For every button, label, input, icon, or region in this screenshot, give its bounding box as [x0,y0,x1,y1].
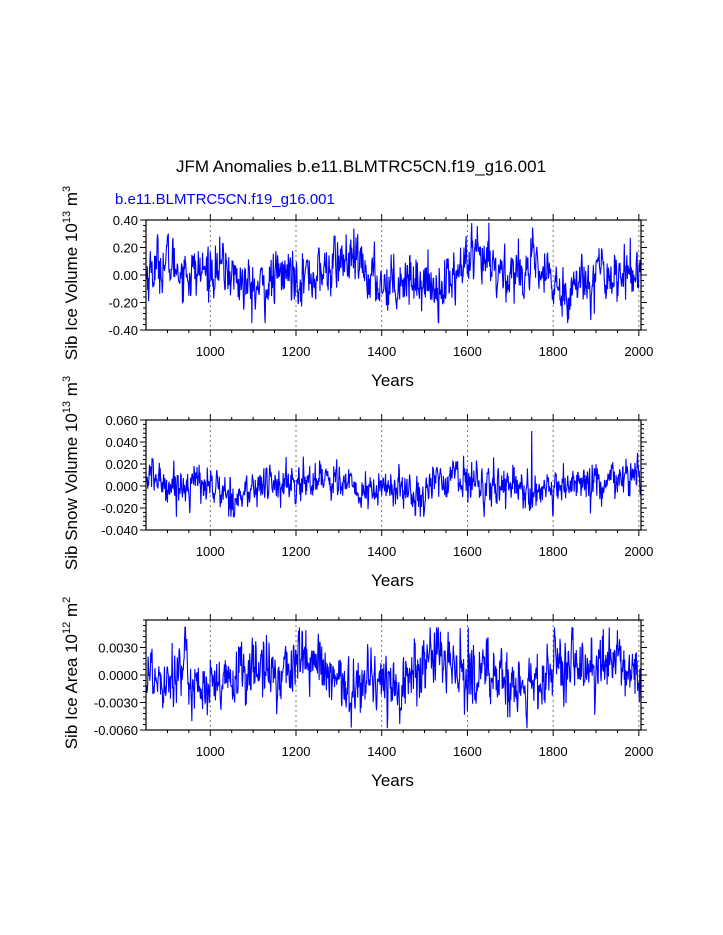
x-tick-label: 1200 [282,544,311,559]
y-title-exponent: 13 [61,401,73,413]
y-title-unit-exponent: 3 [61,376,73,382]
y-axis-title: Sib Ice Volume 1013 m3 [61,186,81,360]
plot-frame [145,419,642,531]
x-tick-label: 1200 [282,744,311,759]
x-tick-label: 1600 [453,744,482,759]
x-tick-label: 1800 [539,344,568,359]
x-tick-label: 1400 [367,344,396,359]
y-title-main: Sib Ice Volume 10 [62,223,81,360]
y-title-main: Sib Snow Volume 10 [62,413,81,570]
x-tick-label: 1000 [196,744,225,759]
x-axis-title: Years [371,371,414,390]
series-line [146,222,641,324]
x-tick-label: 1400 [367,544,396,559]
y-tick-label: -0.20 [108,296,138,311]
y-title-unit-exponent: 2 [61,597,73,603]
y-axis-title: Sib Ice Area 1012 m2 [61,597,81,750]
y-tick-label: -0.0030 [94,696,138,711]
x-tick-label: 1400 [367,744,396,759]
x-tick-label: 1600 [453,544,482,559]
y-tick-label: 0.060 [105,413,138,428]
x-tick-label: 1200 [282,344,311,359]
series-line [146,430,641,518]
chart-title: JFM Anomalies b.e11.BLMTRC5CN.f19_g16.00… [176,157,546,176]
y-tick-label: 0.0000 [98,668,138,683]
y-tick-label: 0.040 [105,435,138,450]
x-tick-label: 2000 [624,544,653,559]
y-title-exponent: 13 [61,211,73,223]
x-tick-label: 1800 [539,544,568,559]
y-title-unit: m [62,192,81,211]
x-axis-title: Years [371,771,414,790]
y-tick-label: -0.40 [108,323,138,338]
y-title-unit: m [62,603,81,622]
y-tick-label: 0.020 [105,457,138,472]
y-title-unit: m [62,382,81,401]
panel-2: 1000 1200 1400 1600 1800 2000 -0.040 -0.020 0.00… [61,376,653,590]
series-line [146,626,641,729]
y-tick-label: 0.40 [113,213,138,228]
panel-1: 1000 1200 1400 1600 1800 2000 -0.40 -0.20 0.00 0.… [61,186,653,390]
y-title-exponent: 12 [61,622,73,634]
chart-subtitle: b.e11.BLMTRC5CN.f19_g16.001 [115,191,335,208]
x-tick-label: 2000 [624,744,653,759]
y-tick-label: 0.20 [113,241,138,256]
y-tick-label: 0.000 [105,479,138,494]
y-title-main: Sib Ice Area 10 [62,634,81,749]
y-tick-label: -0.0060 [94,723,138,738]
panel-3: 1000 1200 1400 1600 1800 2000 -0.0060 -0.0030 0.… [61,597,653,790]
x-tick-label: 1800 [539,744,568,759]
x-axis-title: Years [371,571,414,590]
y-tick-label: -0.020 [101,501,138,516]
x-tick-label: 2000 [624,344,653,359]
x-tick-label: 1600 [453,344,482,359]
x-tick-label: 1000 [196,344,225,359]
y-axis-title: Sib Snow Volume 1013 m3 [61,376,81,570]
x-tick-label: 1000 [196,544,225,559]
y-tick-label: -0.040 [101,523,138,538]
y-tick-label: 0.0030 [98,641,138,656]
y-tick-label: 0.00 [113,268,138,283]
y-title-unit-exponent: 3 [61,186,73,192]
panels: 1000 1200 1400 1600 1800 2000 -0.40 -0.20 0.00 0.… [61,186,653,790]
